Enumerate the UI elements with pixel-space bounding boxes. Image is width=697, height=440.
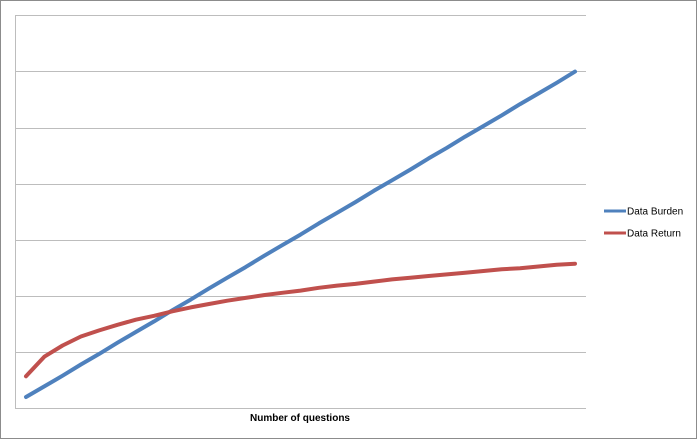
series-line-data-burden (24, 69, 577, 399)
legend-label-data-burden: Data Burden (627, 207, 683, 218)
x-axis-title: Number of questions (250, 413, 350, 424)
legend-label-data-return: Data Return (627, 229, 681, 240)
gridlines (15, 15, 586, 409)
series-lines (24, 69, 577, 399)
legend: Data Burden Data Return (604, 207, 683, 240)
series-line-data-return (24, 261, 577, 379)
